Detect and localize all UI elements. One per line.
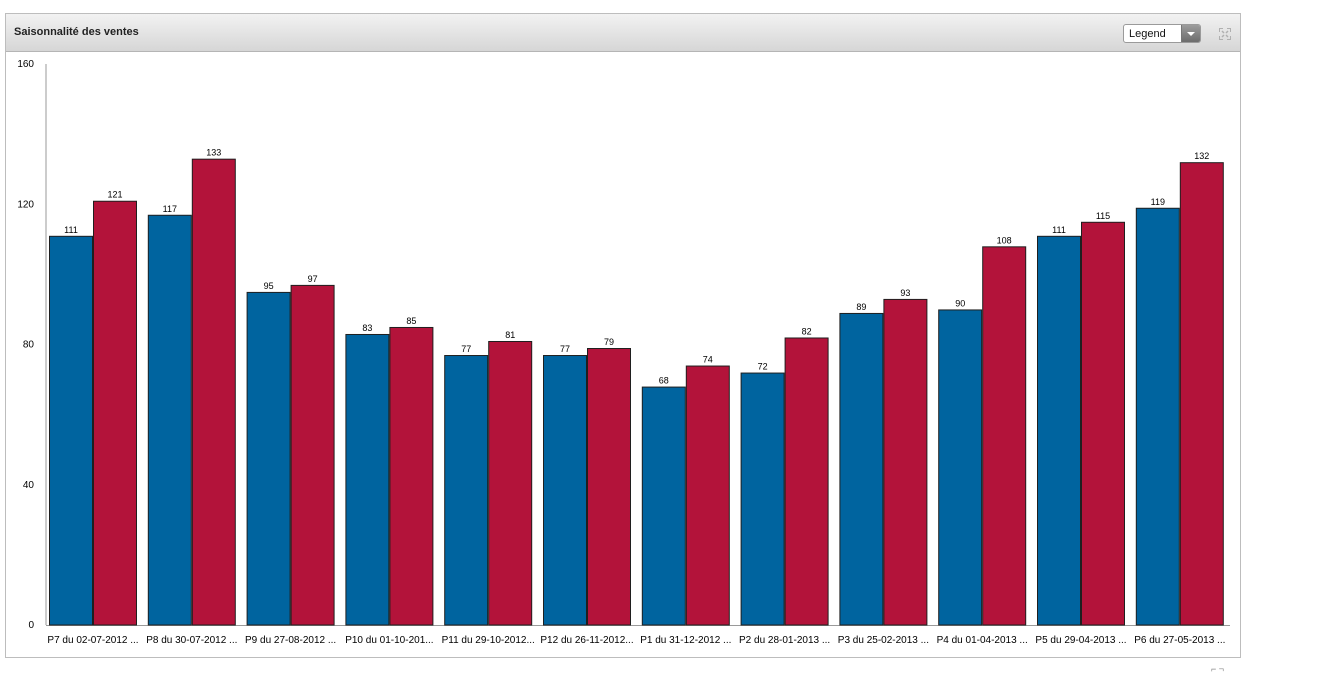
x-tick-label: P11 du 29-10-2012...	[442, 635, 535, 646]
x-tick-label: P2 du 28-01-2013 ...	[739, 635, 830, 646]
bar-series-1	[839, 312, 884, 626]
bar-series-1	[49, 235, 93, 626]
y-tick-label: 120	[17, 199, 34, 210]
data-label: 133	[206, 148, 221, 158]
data-label: 83	[362, 323, 372, 333]
bar-series-1	[147, 214, 192, 626]
y-tick-label: 160	[17, 59, 34, 70]
bar-series-2	[587, 348, 631, 626]
bar-series-2	[389, 326, 434, 626]
data-label: 77	[560, 344, 570, 354]
chevron-down-icon[interactable]	[1181, 25, 1200, 42]
x-tick-label: P12 du 26-11-2012...	[540, 635, 633, 646]
bar-series-2	[784, 337, 829, 626]
data-label: 117	[163, 204, 177, 214]
bar-series-1	[543, 355, 587, 626]
x-tick-label: P10 du 01-10-201...	[345, 635, 433, 646]
data-label: 85	[406, 316, 416, 326]
y-tick-label: 0	[28, 620, 34, 631]
bar-series-2	[93, 200, 137, 626]
bar-series-2	[191, 158, 236, 626]
data-label: 111	[64, 225, 78, 235]
bar-series-1	[1135, 207, 1180, 626]
data-label: 68	[659, 376, 669, 386]
data-label: 97	[308, 274, 318, 284]
x-tick-label: P8 du 30-07-2012 ...	[146, 635, 237, 646]
panel-title: Saisonnalité des ventes	[14, 26, 139, 38]
bar-series-2	[685, 365, 730, 626]
data-label: 81	[505, 330, 515, 340]
data-label: 108	[997, 235, 1012, 245]
data-label: 90	[955, 298, 965, 308]
data-label: 79	[604, 337, 614, 347]
maximize-icon[interactable]	[1218, 27, 1232, 41]
bar-series-1	[938, 309, 983, 626]
panel-header: Saisonnalité des ventes Legend	[6, 14, 1240, 52]
bar-series-1	[740, 372, 785, 626]
x-tick-label: P3 du 25-02-2013 ...	[838, 635, 929, 646]
legend-dropdown-value: Legend	[1129, 28, 1166, 40]
data-label: 95	[264, 281, 274, 291]
x-tick-label: P1 du 31-12-2012 ...	[640, 635, 731, 646]
bar-series-2	[982, 246, 1027, 626]
bar-series-2	[488, 340, 533, 626]
x-tick-label: P5 du 29-04-2013 ...	[1035, 635, 1126, 646]
x-tick-label: P4 du 01-04-2013 ...	[937, 635, 1028, 646]
x-tick-label: P9 du 27-08-2012 ...	[245, 635, 336, 646]
data-label: 121	[107, 190, 122, 200]
data-label: 82	[802, 326, 812, 336]
data-label: 89	[856, 302, 866, 312]
bar-series-1	[246, 291, 291, 626]
x-tick-label: P7 du 02-07-2012 ...	[47, 635, 138, 646]
bar-series-2	[1179, 162, 1224, 626]
data-label: 74	[703, 355, 713, 365]
bar-series-1	[444, 355, 489, 626]
data-label: 115	[1096, 211, 1110, 221]
data-label: 132	[1194, 151, 1209, 161]
data-label: 119	[1151, 197, 1165, 207]
bar-series-2	[1081, 221, 1125, 626]
bar-series-2	[290, 284, 335, 626]
data-label: 111	[1052, 225, 1066, 235]
y-tick-label: 40	[23, 480, 35, 491]
bar-series-1	[641, 386, 686, 626]
x-tick-label: P6 du 27-05-2013 ...	[1134, 635, 1225, 646]
data-label: 77	[461, 344, 471, 354]
bar-series-1	[1037, 235, 1081, 626]
bar-series-2	[883, 298, 928, 626]
data-label: 93	[900, 288, 910, 298]
legend-dropdown[interactable]: Legend	[1123, 24, 1201, 43]
resize-icon: ⌐ ¬	[1211, 664, 1225, 674]
bar-series-1	[345, 333, 390, 626]
y-tick-label: 80	[23, 340, 35, 351]
data-label: 72	[758, 362, 768, 372]
